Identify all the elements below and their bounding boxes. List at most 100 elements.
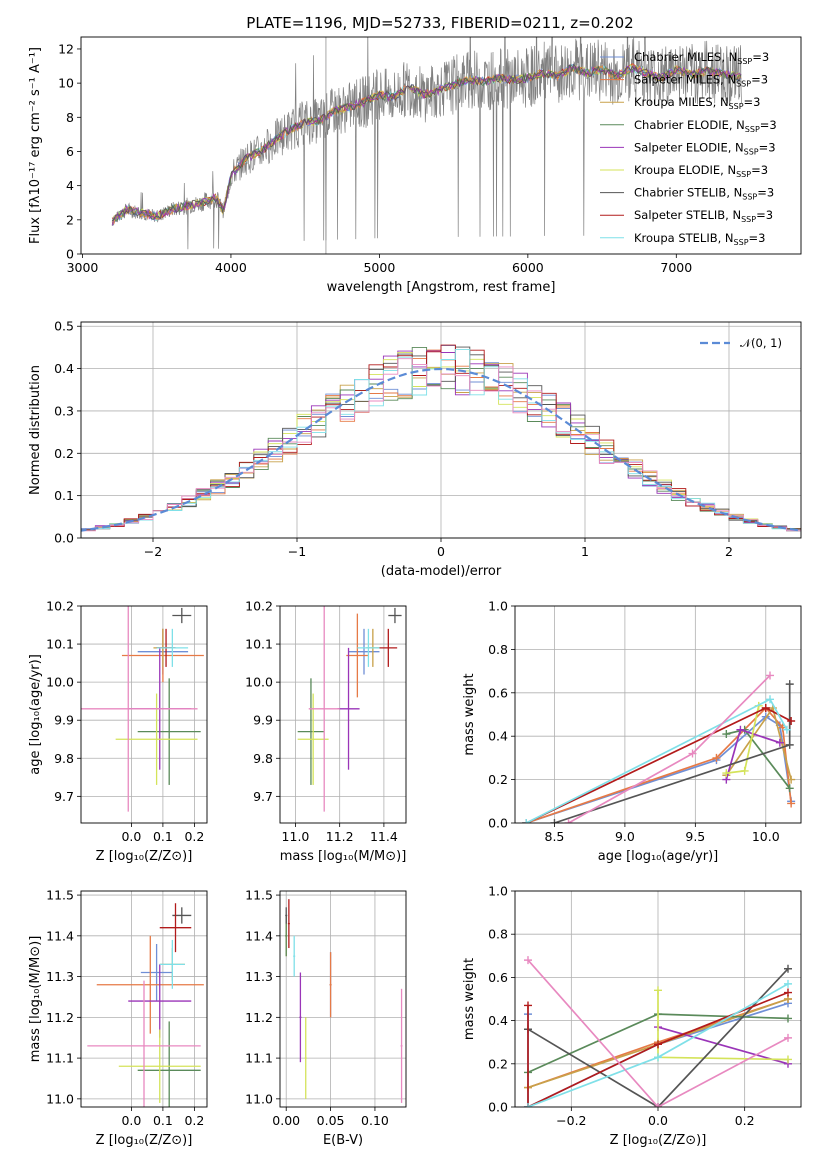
x-tick-label: 8.5 xyxy=(545,829,565,844)
y-tick-label: 0.6 xyxy=(488,970,508,985)
plot-area xyxy=(87,903,204,1107)
y-axis-label: mass [log₁₀(M/M⊙)] xyxy=(28,936,43,1063)
y-tick-label: 11.0 xyxy=(245,1091,273,1106)
weight-point-marker xyxy=(524,1001,532,1010)
x-tick-label: 9.0 xyxy=(615,829,635,844)
weight-series-line xyxy=(527,968,789,1107)
y-tick-label: 12 xyxy=(58,41,74,56)
weight-point-marker xyxy=(740,766,749,775)
y-tick-label: 11.2 xyxy=(245,1010,273,1025)
weight-point-marker xyxy=(522,819,531,823)
weight-vs-age-panel: 8.5 9.0 9.5 10.0 0.0 0.2 0.4 0.6 0.8 1.0 age [log₁… xyxy=(462,599,802,864)
weight-vs-metallicity-panel: −0.2 0.0 0.2 0.0 0.2 0.4 0.6 0.8 1.0 Z [log₁₀(Z/Z… xyxy=(462,884,802,1148)
y-tick-label: 9.8 xyxy=(253,751,273,766)
weight-series-line xyxy=(526,706,792,823)
y-tick-label: 11.1 xyxy=(245,1051,273,1066)
y-tick-label: 0.4 xyxy=(488,729,508,744)
weight-point-marker xyxy=(787,799,796,808)
weight-point-marker xyxy=(766,671,775,680)
axes-frame xyxy=(514,605,802,824)
weight-point-marker xyxy=(712,753,721,762)
x-tick-label: 0.2 xyxy=(184,829,204,844)
legend-entry: 𝒩(0, 1) xyxy=(740,336,782,350)
y-tick-label: 10.0 xyxy=(46,675,74,690)
weight-series-line xyxy=(527,959,789,1107)
y-tick-label: 0.2 xyxy=(488,772,508,787)
weight-series-line xyxy=(657,1026,789,1065)
axes-frame xyxy=(80,605,208,824)
y-tick-label: 0.1 xyxy=(54,488,74,503)
x-tick-label: 6000 xyxy=(512,260,544,275)
y-tick-label: 0.8 xyxy=(488,642,508,657)
spectrum-panel: 3000 4000 5000 6000 7000 0 2 4 6 8 10 12 wavelength … xyxy=(28,36,802,295)
x-tick-label: −0.2 xyxy=(556,1113,586,1128)
plot-area xyxy=(524,956,792,1107)
y-tick-label: 10.2 xyxy=(46,599,74,614)
y-tick-label: 0.2 xyxy=(488,1056,508,1071)
axes-frame xyxy=(80,36,802,255)
plot-area xyxy=(297,606,402,812)
x-tick-label: 9.5 xyxy=(685,829,705,844)
weight-point-marker xyxy=(775,738,784,747)
figure-title: PLATE=1196, MJD=52733, FIBERID=0211, z=0… xyxy=(246,14,633,32)
x-tick-label: 0.2 xyxy=(735,1113,755,1128)
weight-series-line xyxy=(525,707,792,823)
x-tick-label: 11.2 xyxy=(326,829,354,844)
y-tick-label: 0.2 xyxy=(54,446,74,461)
x-tick-label: 0.2 xyxy=(184,1113,204,1128)
legend-entry: Chabrier ELODIE, NSSP=3 xyxy=(634,118,777,134)
y-tick-label: 11.3 xyxy=(245,969,273,984)
x-tick-label: 1 xyxy=(581,544,589,559)
weight-point-marker xyxy=(784,988,792,997)
plot-area xyxy=(285,899,403,1103)
weight-point-marker xyxy=(654,986,662,995)
weight-series-line xyxy=(568,674,771,823)
y-axis-label: Flux [fλ10⁻¹⁷ erg cm⁻² s⁻¹ A⁻¹] xyxy=(28,47,43,244)
x-axis-label: mass [log₁₀(M/M⊙)] xyxy=(280,849,407,864)
x-tick-label: 0.0 xyxy=(121,829,141,844)
y-tick-label: 11.0 xyxy=(46,1091,74,1106)
y-tick-label: 11.4 xyxy=(46,928,74,943)
residual-histogram xyxy=(81,358,801,533)
y-tick-label: 8 xyxy=(66,110,74,125)
y-tick-label: 10.2 xyxy=(245,599,273,614)
weight-point-marker xyxy=(688,749,697,758)
weight-point-marker xyxy=(766,695,775,704)
weight-point-marker xyxy=(785,680,794,689)
y-tick-label: 0.5 xyxy=(54,319,74,334)
weight-point-marker xyxy=(784,979,792,988)
x-tick-label: −2 xyxy=(144,544,162,559)
y-tick-label: 1.0 xyxy=(488,599,508,614)
y-tick-label: 9.7 xyxy=(54,789,74,804)
y-tick-label: 11.1 xyxy=(46,1051,74,1066)
y-axis-label: mass weight xyxy=(462,958,477,1040)
x-tick-label: 0.00 xyxy=(272,1113,300,1128)
weight-point-marker xyxy=(784,1014,792,1023)
x-tick-label: 5000 xyxy=(363,260,395,275)
y-tick-label: 10.1 xyxy=(245,637,273,652)
y-tick-label: 10 xyxy=(58,76,74,91)
weight-point-marker xyxy=(782,725,791,734)
y-tick-label: 0 xyxy=(66,247,74,262)
model-spectrum-line xyxy=(111,63,742,222)
x-tick-label: 10.0 xyxy=(752,829,780,844)
y-tick-label: 9.8 xyxy=(54,751,74,766)
x-tick-label: 0.10 xyxy=(361,1113,389,1128)
x-tick-label: 0.0 xyxy=(121,1113,141,1128)
residuals-panel: −2 −1 0 1 2 0.0 0.1 0.2 0.3 0.4 0.5 (data-model)/er… xyxy=(28,319,802,579)
x-tick-label: 3000 xyxy=(67,260,99,275)
x-tick-label: 0.1 xyxy=(153,1113,173,1128)
weight-point-marker xyxy=(550,819,559,823)
weight-point-marker xyxy=(761,703,770,712)
weight-point-marker xyxy=(784,964,792,973)
x-tick-label: 11.0 xyxy=(282,829,310,844)
y-tick-label: 0.4 xyxy=(54,361,74,376)
x-axis-label: wavelength [Angstrom, rest frame] xyxy=(327,280,556,295)
plot-area xyxy=(111,37,742,254)
x-tick-label: −1 xyxy=(288,544,306,559)
x-tick-label: 0.05 xyxy=(317,1113,345,1128)
mass-vs-ebv-panel: 0.00 0.05 0.10 11.0 11.1 11.2 11.3 11.4 11.5 E(B-… xyxy=(245,888,407,1148)
x-axis-label: age [log₁₀(age/yr)] xyxy=(598,849,719,864)
x-tick-label: 11.4 xyxy=(370,829,398,844)
y-tick-label: 0.0 xyxy=(54,531,74,546)
